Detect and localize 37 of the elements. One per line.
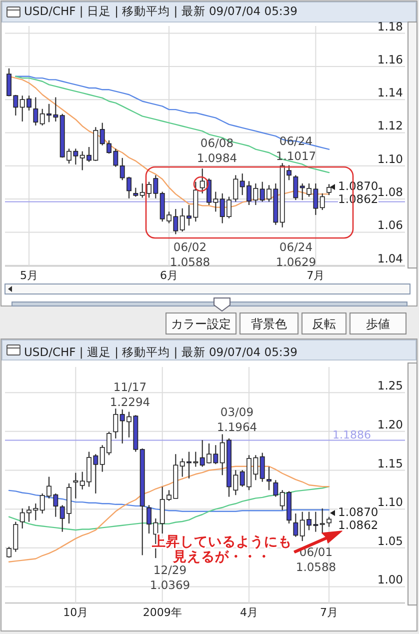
annotation: 03/09 1.1964 bbox=[216, 405, 258, 434]
text: カラー設定 bbox=[171, 317, 231, 331]
y-tick-label: 1.08 bbox=[377, 185, 403, 200]
y-tick-label: 1.06 bbox=[377, 218, 403, 232]
y-tick-label: 1.14 bbox=[377, 86, 403, 100]
y-tick-label: 1.10 bbox=[377, 152, 403, 166]
x-tick-label: 4月 bbox=[240, 606, 258, 619]
ref-line-label: 1.1886 bbox=[332, 428, 371, 442]
annotation: 見えるが・・・ bbox=[172, 549, 271, 565]
text: 背景色 bbox=[251, 317, 287, 331]
annotation: 11/17 1.2294 bbox=[110, 380, 150, 409]
annotation: 12/29 1.0369 bbox=[150, 563, 190, 592]
annotation: 06/02 1.0588 bbox=[170, 240, 210, 269]
text: 1.0870 bbox=[338, 505, 378, 519]
y-tick-label: 1.20 bbox=[377, 417, 403, 432]
y-tick-label: 1.00 bbox=[377, 572, 403, 587]
x-tick-label: 5月 bbox=[20, 269, 38, 282]
x-tick-label: 2009年 bbox=[142, 606, 182, 619]
y-tick-label: 1.18 bbox=[377, 19, 403, 34]
x-tick-label: 7月 bbox=[320, 606, 338, 619]
x-tick-label: 6月 bbox=[160, 269, 178, 282]
y-tick-label: 1.05 bbox=[377, 534, 403, 548]
y-tick-label: 1.04 bbox=[377, 251, 403, 266]
chart-title: USD/CHF | 週足 | 移動平均 | 最新 09/07/04 05:39 bbox=[24, 345, 298, 359]
y-tick-label: 1.15 bbox=[377, 456, 403, 470]
chart-title: USD/CHF | 日足 | 移動平均 | 最新 09/07/04 05:39 bbox=[24, 4, 298, 18]
x-tick-label: 7月 bbox=[306, 269, 325, 282]
y-tick-label: 1.10 bbox=[377, 495, 403, 510]
text: 反転 bbox=[312, 317, 336, 331]
annotation: 06/08 1.0984 bbox=[196, 136, 238, 165]
y-tick-label: 1.12 bbox=[377, 118, 403, 133]
text: 歩値 bbox=[366, 317, 390, 331]
y-tick-label: 1.16 bbox=[377, 52, 403, 66]
annotation: 06/24 1.0629 bbox=[276, 240, 316, 269]
text: 1.0862 bbox=[338, 518, 378, 532]
y-tick-label: 1.25 bbox=[377, 378, 403, 393]
x-tick-label: 10月 bbox=[63, 606, 88, 619]
